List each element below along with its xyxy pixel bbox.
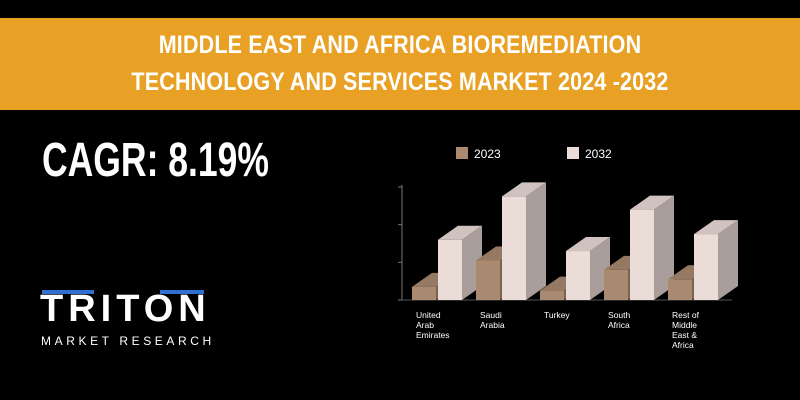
bar-top: [502, 182, 546, 197]
logo-accent-right: [160, 290, 204, 294]
bar-2023: [412, 286, 436, 300]
bar-2023: [668, 279, 692, 300]
x-tick-label: United: [416, 310, 441, 320]
cagr-text: CAGR: 8.19%: [42, 134, 269, 187]
x-tick-label: Rest of: [672, 310, 700, 320]
logo-wordmark: TRITON: [40, 288, 211, 330]
legend-swatch-2032: [567, 147, 579, 159]
bar-side: [718, 220, 738, 300]
x-tick-label: Africa: [672, 340, 694, 350]
bar-2032: [630, 209, 654, 300]
bar-2032: [502, 196, 526, 300]
bar-top: [566, 237, 610, 252]
x-tick-label: Saudi: [480, 310, 502, 320]
bar-2023: [540, 290, 564, 300]
bar-top: [630, 195, 674, 210]
x-tick-label: Emirates: [416, 330, 450, 340]
bar-top: [438, 225, 482, 240]
x-tick-label: Africa: [608, 320, 630, 330]
x-tick-label: Turkey: [544, 310, 570, 320]
bar-side: [526, 182, 546, 300]
x-tick-label: South: [608, 310, 630, 320]
bar-2032: [566, 251, 590, 300]
bar-2023: [604, 269, 628, 300]
x-tick-label: Arabia: [480, 320, 505, 330]
x-tick-label: Middle: [672, 320, 697, 330]
bar-2032: [438, 239, 462, 300]
legend-label: 2023: [474, 147, 501, 161]
bar-side: [654, 195, 674, 300]
legend-swatch-2023: [456, 147, 468, 159]
x-tick-label: Arab: [416, 320, 434, 330]
bar-2032: [694, 234, 718, 300]
x-tick-label: East &: [672, 330, 697, 340]
title-line-1: MIDDLE EAST AND AFRICA BIOREMEDIATION: [158, 31, 642, 59]
bar-top: [694, 220, 738, 235]
title-banner: [0, 18, 800, 110]
triton-logo: TRITON MARKET RESEARCH: [40, 290, 230, 352]
logo-accent-left: [42, 290, 94, 294]
logo-subtitle: MARKET RESEARCH: [41, 334, 215, 348]
title-line-2: TECHNOLOGY AND SERVICES MARKET 2024 -203…: [131, 68, 669, 96]
bar-2023: [476, 260, 500, 300]
legend-label: 2032: [585, 147, 612, 161]
